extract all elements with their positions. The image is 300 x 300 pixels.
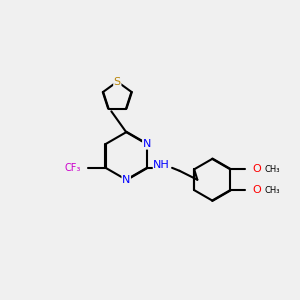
Text: O: O <box>253 164 261 174</box>
Text: N: N <box>142 139 151 149</box>
Text: N: N <box>122 175 130 185</box>
Text: NH: NH <box>153 160 170 170</box>
Text: CH₃: CH₃ <box>264 165 280 174</box>
Text: CF₃: CF₃ <box>65 163 81 173</box>
Text: O: O <box>253 185 261 195</box>
Text: S: S <box>114 76 121 87</box>
Text: CH₃: CH₃ <box>264 186 280 195</box>
